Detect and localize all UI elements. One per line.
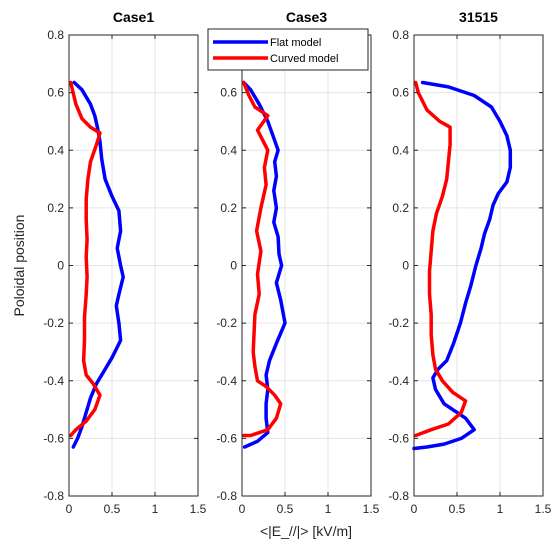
- series-line-curved: [413, 80, 468, 438]
- panel-1: -0.8 -0.6 -0.4 -0.2 0 0.2 0.4 0.6 0.8 0 0.5 1 1.5 Cas…: [43, 9, 206, 516]
- legend: Flat model Curved model: [207, 28, 369, 71]
- y-tick-label: -0.2: [388, 316, 409, 330]
- y-tick-label: -0.6: [388, 431, 409, 445]
- panel-title: Case3: [286, 9, 327, 25]
- y-tick-label: 0.6: [220, 86, 237, 100]
- x-tick-label: 1.5: [535, 502, 552, 516]
- y-tick-label: 0.6: [47, 86, 64, 100]
- legend-box: [207, 28, 369, 71]
- x-tick-label: 1: [497, 502, 504, 516]
- y-tick-label: -0.4: [388, 374, 409, 388]
- y-tick-label: 0.2: [47, 201, 64, 215]
- panel-title: 31515: [459, 9, 498, 25]
- legend-label: Flat model: [270, 37, 321, 49]
- y-tick-label: -0.2: [43, 316, 64, 330]
- y-tick-label: 0: [230, 259, 237, 273]
- y-tick-label: 0.2: [220, 201, 237, 215]
- panel-3: -0.8 -0.6 -0.4 -0.2 0 0.2 0.4 0.6 0.8 0 0.5 1 1.5 315…: [388, 9, 551, 516]
- series-line-flat: [71, 80, 125, 449]
- x-tick-label: 0: [411, 502, 418, 516]
- x-tick-label: 0.5: [449, 502, 466, 516]
- x-tick-label: 0.5: [104, 502, 121, 516]
- y-tick-label: 0.4: [392, 143, 409, 157]
- y-tick-label: 0.4: [220, 143, 237, 157]
- y-axis-label: Poloidal position: [11, 215, 27, 317]
- y-tick-label: -0.8: [388, 489, 409, 503]
- y-tick-label: 0.8: [392, 28, 409, 42]
- panel-2: -0.8-0.6-0.4-0.200.20.40.60.800.511.5Cas…: [216, 9, 379, 516]
- y-tick-label: 0.4: [47, 143, 64, 157]
- panel-title: Case1: [113, 9, 154, 25]
- x-tick-label: 1: [325, 502, 332, 516]
- y-tick-label: -0.8: [43, 489, 64, 503]
- legend-label: Curved model: [270, 53, 338, 65]
- series-line-flat: [412, 80, 513, 451]
- x-tick-label: 0: [66, 502, 73, 516]
- y-tick-label: -0.6: [216, 431, 237, 445]
- y-tick-label: 0.8: [47, 28, 64, 42]
- y-tick-label: -0.4: [216, 374, 237, 388]
- x-tick-label: 1.5: [363, 502, 380, 516]
- x-tick-label: 1: [152, 502, 159, 516]
- y-tick-label: -0.8: [216, 489, 237, 503]
- y-tick-label: 0: [57, 259, 64, 273]
- x-tick-label: 1.5: [190, 502, 207, 516]
- y-tick-label: 0: [402, 259, 409, 273]
- y-tick-label: 0.2: [392, 201, 409, 215]
- series-line-curved: [241, 80, 283, 438]
- y-tick-label: -0.6: [43, 431, 64, 445]
- x-tick-label: 0: [239, 502, 246, 516]
- y-tick-label: -0.4: [43, 374, 64, 388]
- x-tick-label: 0.5: [277, 502, 294, 516]
- y-tick-label: -0.2: [216, 316, 237, 330]
- y-tick-label: 0.6: [392, 86, 409, 100]
- series-line-curved: [68, 80, 102, 438]
- series-line-flat: [241, 80, 287, 449]
- x-axis-label: <|E_//|> [kV/m]: [260, 523, 352, 539]
